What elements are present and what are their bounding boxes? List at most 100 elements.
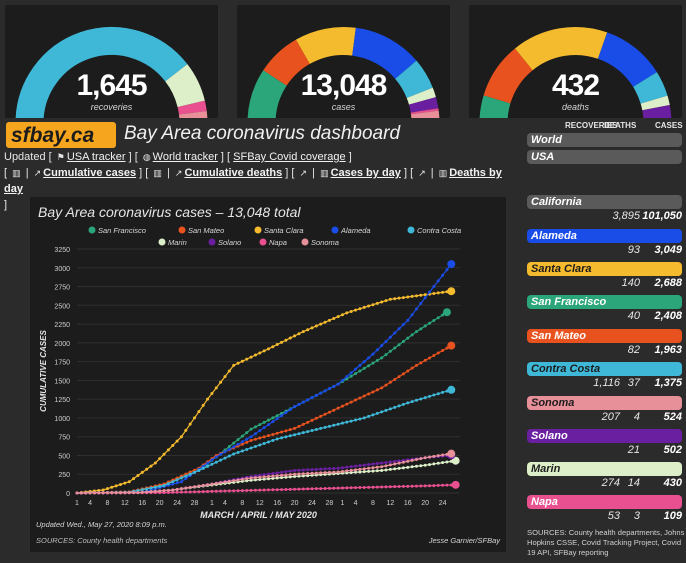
series-point [145, 467, 149, 471]
series-end-point[interactable] [447, 385, 456, 394]
series-point [410, 333, 414, 337]
series-point [288, 428, 292, 432]
series-point [219, 452, 223, 456]
series-point [162, 489, 166, 493]
y-tick-label: 2250 [54, 322, 70, 329]
region-pill-marin[interactable]: Marin [527, 462, 682, 476]
usa-tracker-link[interactable]: USA tracker [66, 151, 126, 163]
series-point [158, 484, 162, 488]
x-tick-label: 12 [386, 500, 394, 507]
series-point [345, 311, 349, 315]
series-point [293, 487, 297, 491]
series-end-point[interactable] [447, 449, 456, 458]
series-point [197, 490, 201, 494]
series-point [349, 419, 353, 423]
gauge-segment [247, 70, 287, 118]
series-point [358, 307, 362, 311]
updated-label: Updated [4, 151, 46, 163]
series-end-point[interactable] [451, 480, 460, 489]
series-point [327, 387, 331, 391]
series-point [284, 435, 288, 439]
series-point [262, 420, 266, 424]
legend-entry: Sonoma [311, 238, 339, 247]
series-end-point[interactable] [447, 341, 456, 350]
header-deaths: DEATHS [604, 121, 637, 130]
region-pill-sonoma[interactable]: Sonoma [527, 396, 682, 410]
region-pill-san-francisco[interactable]: San Francisco [527, 295, 682, 309]
series-point [397, 375, 401, 379]
series-point [375, 301, 379, 305]
series-point [401, 372, 405, 376]
series-end-point[interactable] [447, 260, 456, 269]
region-pill-santa-clara[interactable]: Santa Clara [527, 262, 682, 276]
series-point [436, 316, 440, 320]
x-tick-label: 16 [273, 500, 281, 507]
series-point [245, 357, 249, 361]
legend-entry: Santa Clara [264, 226, 304, 235]
series-point [323, 425, 327, 429]
series-point [323, 471, 327, 475]
series-point [384, 485, 388, 489]
series-point [319, 426, 323, 430]
sfbay-covid-link[interactable]: SFBay Covid coverage [233, 151, 346, 163]
region-pill-usa[interactable]: USA [527, 150, 682, 164]
series-end-point[interactable] [442, 308, 451, 317]
region-pill-solano[interactable]: Solano [527, 429, 682, 443]
header-cases: CASES [655, 121, 683, 130]
series-point [179, 480, 183, 484]
series-point [371, 361, 375, 365]
series-point [354, 468, 358, 472]
series-point [380, 300, 384, 304]
series-point [428, 321, 432, 325]
series-point [284, 473, 288, 477]
series-point [288, 487, 292, 491]
cases-by-day-link[interactable]: Cases by day [330, 167, 401, 179]
series-point [201, 403, 205, 407]
sfbay-logo[interactable]: sfbay.ca [6, 122, 116, 148]
series-point [314, 471, 318, 475]
world-tracker-link[interactable]: World tracker [152, 151, 218, 163]
deaths-by-day-link[interactable]: Deaths by day [4, 167, 502, 195]
series-point [88, 491, 92, 495]
series-point [92, 491, 96, 495]
gauge-deaths-value: 432 [551, 69, 600, 102]
region-pill-napa[interactable]: Napa [527, 495, 682, 509]
region-pill-world[interactable]: World [527, 133, 682, 147]
series-point [406, 401, 410, 405]
gauge-segment [295, 27, 356, 65]
series-point [153, 485, 157, 489]
cumulative-cases-link[interactable]: Cumulative cases [43, 167, 137, 179]
series-point [380, 485, 384, 489]
region-recoveries-value: 53 [607, 510, 620, 522]
cumulative-deaths-link[interactable]: Cumulative deaths [184, 167, 283, 179]
region-pill-california[interactable]: California [527, 195, 682, 209]
series-end-point[interactable] [451, 456, 460, 465]
series-point [375, 485, 379, 489]
region-cases-value: 430 [663, 477, 682, 489]
series-point [358, 464, 362, 468]
series-point [280, 476, 284, 480]
series-end-point[interactable] [447, 287, 456, 296]
series-point [262, 435, 266, 439]
region-pill-alameda[interactable]: Alameda [527, 229, 682, 243]
series-point [210, 482, 214, 486]
x-tick-label: 1 [210, 500, 214, 507]
series-point [293, 433, 297, 437]
series-point [380, 344, 384, 348]
series-point [245, 479, 249, 483]
region-pill-contra-costa[interactable]: Contra Costa [527, 362, 682, 376]
series-point [380, 386, 384, 390]
gauge-cases: 13,048 cases [237, 5, 450, 118]
series-point [232, 489, 236, 493]
region-pill-san-mateo[interactable]: San Mateo [527, 329, 682, 343]
series-point [340, 469, 344, 473]
series-point [406, 369, 410, 373]
series-point [332, 316, 336, 320]
series-point [301, 468, 305, 472]
series-point [345, 486, 349, 490]
x-tick-label: 24 [439, 500, 447, 507]
y-tick-label: 2000 [54, 341, 70, 348]
legend-marker [301, 238, 309, 246]
region-recoveries-value: 1,116 [593, 377, 620, 389]
series-point [223, 489, 227, 493]
